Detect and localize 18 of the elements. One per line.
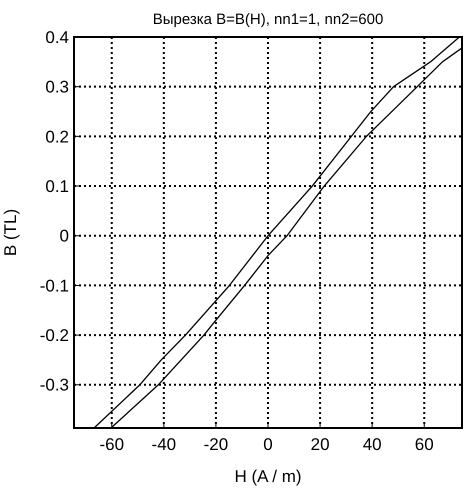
x-tick-label: 0 (263, 435, 273, 454)
y-tick-label: -0.3 (40, 376, 69, 395)
y-tick-label: 0.3 (45, 78, 69, 97)
x-tick-label: 40 (362, 435, 382, 454)
x-tick-label: 20 (310, 435, 330, 454)
y-tick-label: 0.1 (45, 176, 69, 196)
x-tick-label: 60 (414, 435, 434, 454)
x-tick-label: -40 (152, 435, 176, 454)
x-axis-title: H (A / m) (234, 467, 302, 486)
y-tick-label: -0.1 (40, 276, 69, 296)
chart-title: Вырезка B=B(H), nn1=1, nn2=600 (152, 11, 384, 28)
y-tick-label: 0.4 (45, 28, 69, 47)
y-tick-label: 0 (60, 226, 69, 246)
y-tick-label: 0.2 (45, 127, 69, 146)
x-tick-label: -20 (204, 435, 228, 454)
y-tick-label: -0.2 (40, 326, 69, 346)
y-axis-title: B (TL) (1, 208, 20, 256)
x-tick-label: -60 (99, 435, 124, 454)
